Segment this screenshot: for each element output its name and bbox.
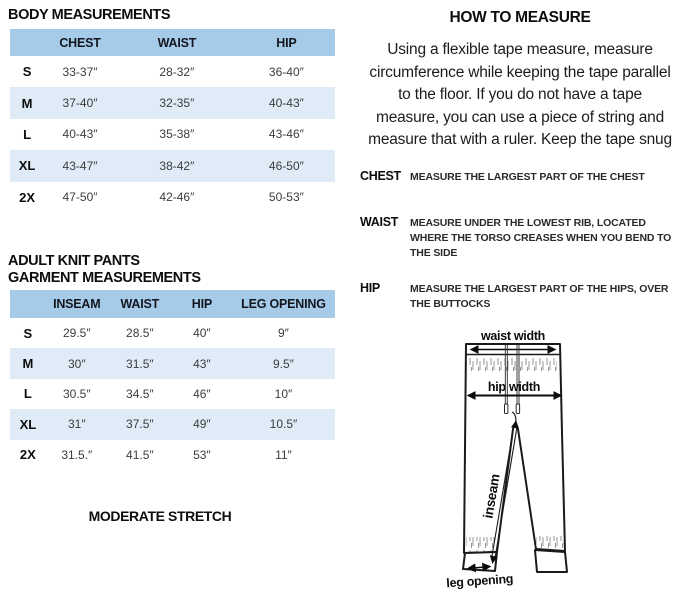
body-header-hip: HIP bbox=[276, 35, 297, 50]
garment-header-inseam: INSEAM bbox=[53, 297, 101, 311]
definition-waist-text: MEASURE UNDER THE LOWEST RIB, LOCATED WH… bbox=[410, 217, 672, 259]
body-table-header-row: CHEST WAIST HIP bbox=[10, 29, 335, 56]
table-row: S 29.5″ 28.5″ 40″ 9″ bbox=[23, 325, 289, 341]
body-table-title: BODY MEASUREMENTS bbox=[8, 7, 171, 23]
how-to-measure-intro: Using a flexible tape measure, measure c… bbox=[368, 41, 672, 148]
garment-header-hip: HIP bbox=[191, 297, 213, 311]
body-header-waist: WAIST bbox=[157, 35, 197, 50]
definition-hip-label: HIP bbox=[360, 281, 380, 295]
definition-chest-label: CHEST bbox=[360, 169, 401, 183]
table-row: L 40-43″ 35-38″ 43-46″ bbox=[23, 126, 304, 142]
table-row: M 30″ 31.5″ 43″ 9.5″ bbox=[10, 348, 335, 379]
garment-table-title-line2: GARMENT MEASUREMENTS bbox=[8, 269, 201, 286]
inseam-label: inseam bbox=[480, 473, 502, 520]
definition-waist-label: WAIST bbox=[360, 215, 399, 229]
garment-header-leg-opening: LEG OPENING bbox=[241, 297, 326, 311]
definition-waist: WAIST MEASURE UNDER THE LOWEST RIB, LOCA… bbox=[360, 215, 680, 261]
garment-header-waist: WAIST bbox=[120, 297, 160, 311]
garment-measurements-table: INSEAM WAIST HIP LEG OPENING S 29.5″ 28.… bbox=[10, 290, 335, 470]
table-row: 2X 47-50″ 42-46″ 50-53″ bbox=[19, 189, 304, 205]
drawstring-right-aglet bbox=[515, 403, 521, 414]
garment-table-title: ADULT KNIT PANTS GARMENT MEASUREMENTS bbox=[8, 253, 201, 286]
leg-opening-label: leg opening bbox=[446, 572, 514, 591]
table-row: XL 43-47″ 38-42″ 46-50″ bbox=[10, 150, 335, 182]
waist-gather-texture bbox=[468, 356, 557, 371]
definition-chest-text: MEASURE THE LARGEST PART OF THE CHEST bbox=[410, 171, 645, 183]
body-header-chest: CHEST bbox=[59, 35, 101, 50]
table-row: XL 31″ 37.5″ 49″ 10.5″ bbox=[10, 409, 335, 440]
inseam-arrow bbox=[489, 420, 519, 564]
garment-table-header-row: INSEAM WAIST HIP LEG OPENING bbox=[10, 290, 335, 318]
definition-hip: HIP MEASURE THE LARGEST PART OF THE HIPS… bbox=[360, 281, 680, 312]
body-measurements-table: CHEST WAIST HIP S 33-37″ 28-32″ 36-40″ M… bbox=[10, 29, 335, 213]
hip-width-label: hip width bbox=[488, 380, 540, 394]
definition-hip-text: MEASURE THE LARGEST PART OF THE HIPS, OV… bbox=[410, 283, 669, 310]
pants-outline bbox=[463, 343, 566, 554]
table-row: S 33-37″ 28-32″ 36-40″ bbox=[22, 64, 304, 80]
leg-opening-arrow bbox=[466, 562, 492, 573]
table-row: 2X 31.5.″ 41.5″ 53″ 11″ bbox=[19, 447, 292, 463]
right-cuff-gather-texture bbox=[536, 536, 564, 550]
left-cuff-gather-texture bbox=[466, 537, 496, 552]
table-row: M 37-40″ 32-35″ 40-43″ bbox=[10, 87, 335, 119]
pants-diagram: waist width hip width inseam leg opening bbox=[446, 329, 568, 591]
waist-width-label: waist width bbox=[480, 329, 545, 343]
garment-table-title-line1: ADULT KNIT PANTS bbox=[8, 253, 140, 269]
definition-chest: CHEST MEASURE THE LARGEST PART OF THE CH… bbox=[360, 169, 680, 185]
stretch-note: MODERATE STRETCH bbox=[88, 508, 232, 524]
right-cuff bbox=[534, 549, 568, 573]
table-row: L 30.5″ 34.5″ 46″ 10″ bbox=[23, 386, 293, 402]
how-to-measure-title: HOW TO MEASURE bbox=[449, 9, 591, 26]
drawstring-left-aglet bbox=[504, 403, 509, 414]
